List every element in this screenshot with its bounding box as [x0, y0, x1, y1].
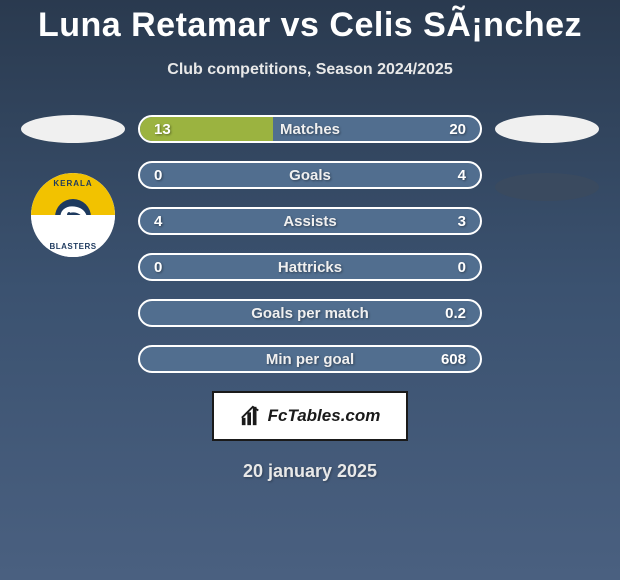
stat-row-inner: Min per goal 608 — [140, 347, 480, 371]
player-right-shadow — [495, 173, 599, 201]
date-label: 20 january 2025 — [0, 461, 620, 482]
stat-row-inner: 0 Hattricks 0 — [140, 255, 480, 279]
comparison-container: KERALA BLASTERS 13 Matches 20 0 Goals 4 4 Assis… — [0, 115, 620, 373]
stat-right-value: 3 — [458, 213, 466, 230]
stat-row: Min per goal 608 — [138, 345, 482, 373]
stat-row: 0 Hattricks 0 — [138, 253, 482, 281]
stat-label: Min per goal — [266, 351, 354, 368]
stat-right-value: 4 — [458, 167, 466, 184]
stat-left-value: 4 — [154, 213, 162, 230]
stat-row-inner: 0 Goals 4 — [140, 163, 480, 187]
right-player-column — [482, 115, 612, 373]
stat-row: 0 Goals 4 — [138, 161, 482, 189]
badge-bottom-text: BLASTERS — [49, 242, 96, 251]
stat-row-inner: 13 Matches 20 — [140, 117, 480, 141]
stat-label: Hattricks — [278, 259, 342, 276]
stat-left-value: 0 — [154, 167, 162, 184]
bars-icon — [240, 405, 262, 427]
stat-label: Goals per match — [251, 305, 369, 322]
stat-label: Matches — [280, 121, 340, 138]
stat-row-inner: 4 Assists 3 — [140, 209, 480, 233]
stat-right-value: 0 — [458, 259, 466, 276]
team-badge: KERALA BLASTERS — [31, 173, 115, 257]
badge-top-text: KERALA — [53, 179, 92, 188]
badge-bottom: BLASTERS — [31, 215, 115, 257]
stat-right-value: 0.2 — [445, 305, 466, 322]
player-left-ellipse — [21, 115, 125, 143]
stat-row: Goals per match 0.2 — [138, 299, 482, 327]
page-subtitle: Club competitions, Season 2024/2025 — [0, 61, 620, 79]
stat-right-value: 20 — [449, 121, 466, 138]
player-right-ellipse — [495, 115, 599, 143]
stat-label: Assists — [283, 213, 336, 230]
footer-label: FcTables.com — [268, 406, 381, 426]
page-title: Luna Retamar vs Celis SÃ¡nchez — [0, 0, 620, 45]
stat-right-value: 608 — [441, 351, 466, 368]
stats-rows: 13 Matches 20 0 Goals 4 4 Assists 3 0 Hattricks 0 Go… — [138, 115, 482, 373]
stat-row: 4 Assists 3 — [138, 207, 482, 235]
stat-left-value: 13 — [154, 121, 171, 138]
left-player-column: KERALA BLASTERS — [8, 115, 138, 373]
stat-row: 13 Matches 20 — [138, 115, 482, 143]
footer-attribution[interactable]: FcTables.com — [212, 391, 408, 441]
stat-row-inner: Goals per match 0.2 — [140, 301, 480, 325]
stat-label: Goals — [289, 167, 331, 184]
stat-left-value: 0 — [154, 259, 162, 276]
